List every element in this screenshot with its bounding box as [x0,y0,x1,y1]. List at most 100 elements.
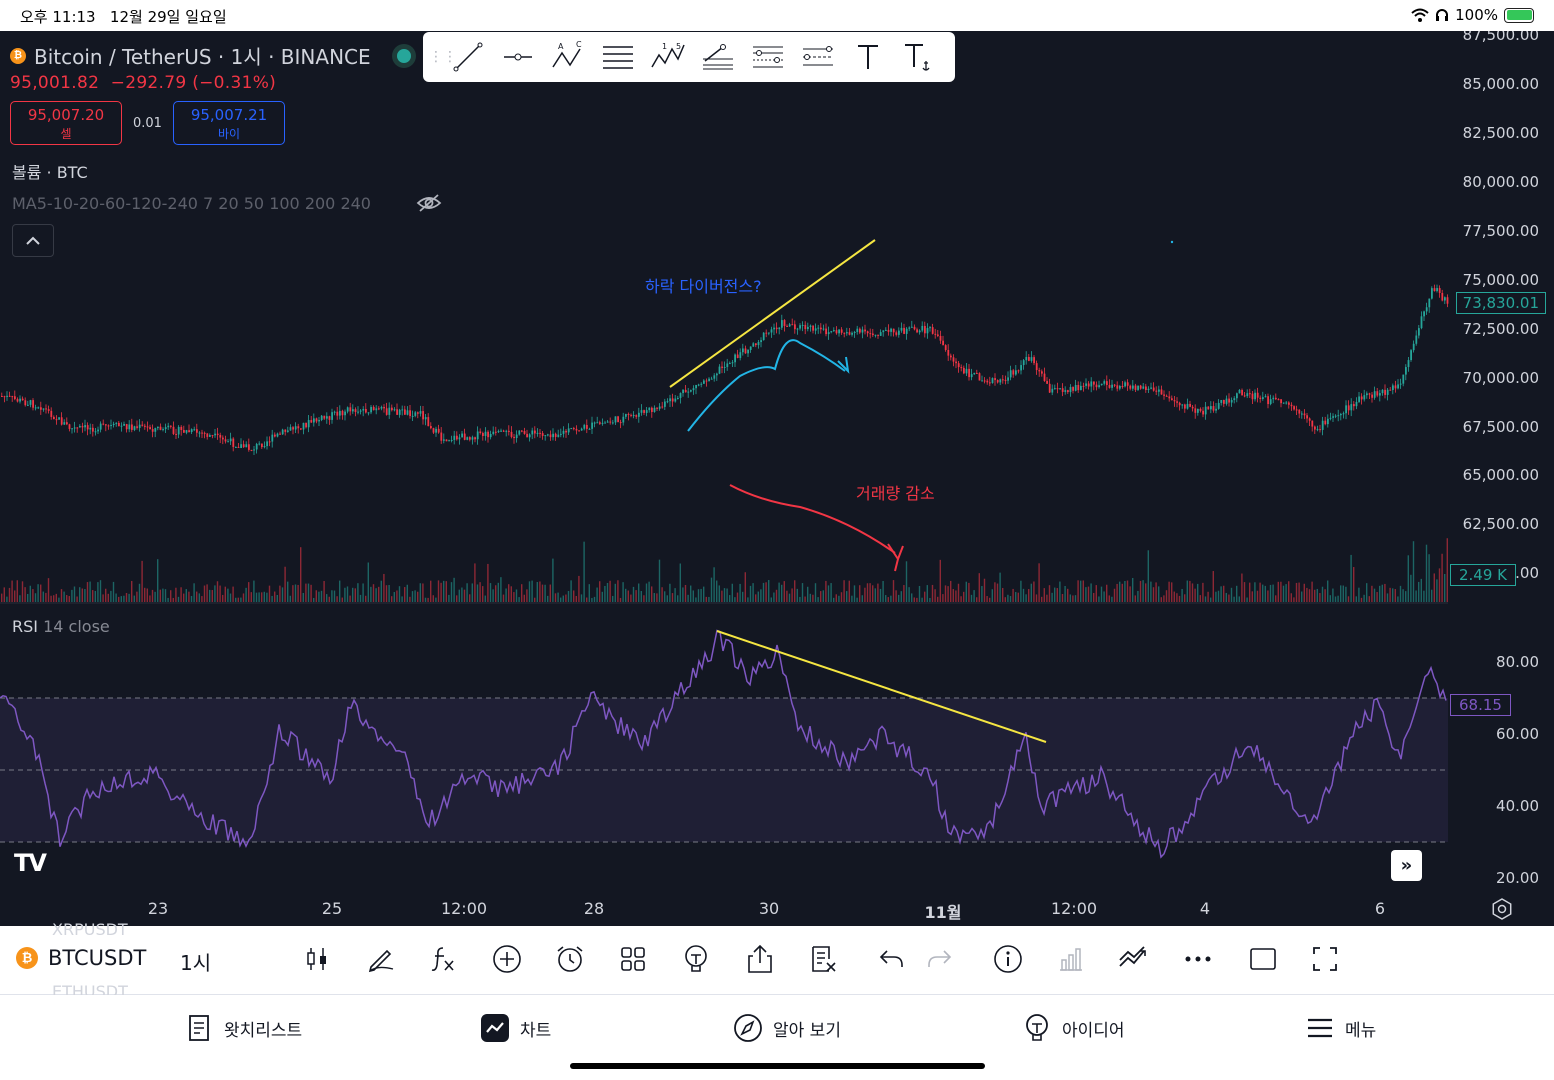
price-axis-label: 80,000.00 [1462,173,1539,191]
share-icon[interactable] [743,942,777,976]
volume-bar [162,588,164,602]
parallel-channel-icon[interactable] [593,37,643,77]
volume-bar [128,593,130,602]
candle-body [1347,405,1350,411]
trend-line-icon[interactable] [443,37,493,77]
fullscreen-icon[interactable] [1308,942,1342,976]
candle-body [27,404,29,406]
interval-selector[interactable]: 1시 [180,951,212,975]
buy-button[interactable]: 95,007.21 바이 [173,101,285,145]
tab-explore[interactable]: 알아 보기 [733,1013,841,1043]
volume-bar [193,583,195,602]
candle-body [952,357,955,362]
candle-body [344,411,346,416]
candle-body [92,427,94,432]
collapse-legend-button[interactable] [12,224,54,257]
candle-body [136,426,138,428]
symbol-header[interactable]: ₿ Bitcoin / TetherUS · 1시 · BINANCE [10,41,411,70]
compare-icon[interactable] [1117,942,1151,976]
gear-icon[interactable] [1491,898,1513,920]
rsi-indicator-label[interactable]: RSI 14 close [12,617,110,636]
publish-idea-icon[interactable] [679,942,713,976]
candle-body [1072,387,1074,391]
tab-watchlist[interactable]: 왓치리스트 [184,1013,302,1043]
add-icon[interactable] [490,942,524,976]
ma-indicator-label[interactable]: MA5-10-20-60-120-240 7 20 50 100 200 240 [12,194,371,213]
volume-bar [89,581,91,602]
info-icon[interactable] [991,942,1025,976]
undo-icon[interactable] [874,942,908,976]
pencil-icon[interactable] [364,942,398,976]
drag-handle-icon[interactable]: ⋮⋮ [429,49,457,65]
candle-body [791,324,794,326]
volume-bar [1048,585,1051,602]
volume-bar [1041,596,1043,602]
pitchfork-icon[interactable] [793,37,843,77]
tab-menu[interactable]: 메뉴 [1305,1013,1376,1043]
volume-bar [190,595,193,602]
chart-canvas[interactable] [0,31,1554,926]
volume-bar [406,584,408,602]
candle-body [445,439,448,442]
volume-bar [1111,596,1113,602]
horizontal-ray-icon[interactable] [493,37,543,77]
candle-body [911,326,913,328]
candle-body [534,430,536,434]
scroll-to-realtime-button[interactable]: » [1391,850,1422,881]
candle-body [617,416,619,423]
object-tree-icon[interactable] [806,942,840,976]
volume-bar [1366,583,1368,602]
single-layout-icon[interactable] [1246,942,1280,976]
hidden-eye-icon[interactable] [416,193,442,213]
candle-body [229,438,232,442]
redo-icon[interactable] [923,942,957,976]
volume-bar [1381,584,1383,602]
more-icon[interactable] [1181,942,1215,976]
alarm-icon[interactable] [553,942,587,976]
indicators-icon[interactable] [426,942,460,976]
candle-body [1033,357,1035,364]
candle-body [921,325,924,331]
volume-bar [73,586,76,602]
candle-body [240,444,242,448]
candle-body [482,433,484,436]
financials-icon[interactable] [1054,942,1088,976]
volume-bar [1113,588,1116,602]
volume-bar [1246,597,1248,602]
candle-body [146,426,149,428]
candle-body [770,329,773,333]
volume-bar [495,585,497,602]
volume-bar [250,592,252,602]
chart-area[interactable]: ₿ Bitcoin / TetherUS · 1시 · BINANCE 95,0… [0,31,1554,926]
volume-bar [84,589,86,602]
candle-body [1295,409,1298,411]
candle-type-icon[interactable] [300,942,334,976]
anchored-text-icon[interactable] [893,37,943,77]
candle-body [492,431,495,434]
sell-button[interactable]: 95,007.20 셀 [10,101,122,145]
tradingview-logo[interactable]: TV [14,849,47,877]
layout-grid-icon[interactable] [616,942,650,976]
divergence-annotation[interactable]: 하락 다이버전스? [645,277,762,296]
volume-bar [697,589,700,602]
volume-indicator-label[interactable]: 볼륨 · BTC [12,163,88,182]
volume-bar [718,585,720,602]
home-indicator[interactable] [570,1063,985,1069]
tab-ideas[interactable]: 아이디어 [1022,1013,1125,1043]
candle-body [422,411,424,420]
tab-chart[interactable]: 차트 [480,1013,551,1043]
volume-bar [747,597,749,602]
candle-body [151,429,154,432]
candle-body [994,378,996,381]
volume-bar [326,594,328,602]
symbol-selector[interactable]: ₿ BTCUSDT [16,946,146,970]
volume-decrease-annotation[interactable]: 거래량 감소 [856,484,935,503]
text-icon[interactable] [843,37,893,77]
fib-retracement-icon[interactable] [693,37,743,77]
fib-extension-icon[interactable] [743,37,793,77]
candle-body [801,324,804,326]
candle-body [986,380,989,383]
